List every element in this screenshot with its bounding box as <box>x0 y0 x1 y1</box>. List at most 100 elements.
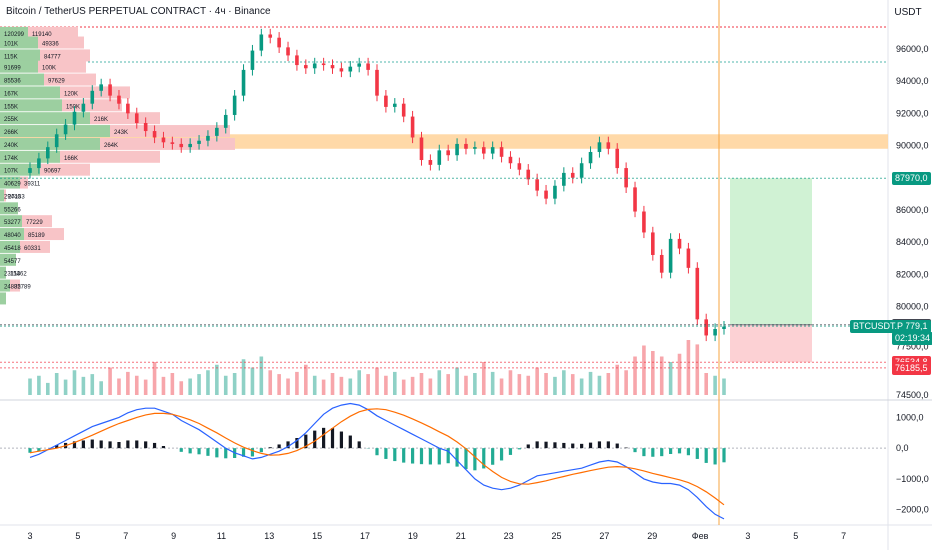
candle <box>188 143 192 148</box>
macd-histogram-bar <box>188 448 192 454</box>
volume-bar <box>197 374 201 395</box>
macd-histogram-bar <box>624 447 628 449</box>
chart-title: Bitcoin / TetherUS PERPETUAL CONTRACT · … <box>6 6 271 17</box>
volume-profile-buy-bar <box>0 112 90 125</box>
symbol-tag[interactable]: BTCUSDT.P <box>850 320 907 334</box>
volume-bar <box>570 374 575 395</box>
macd-histogram-bar <box>384 448 388 459</box>
macd-histogram-bar <box>704 448 708 463</box>
macd-histogram-bar <box>535 441 539 449</box>
volume-profile-sell-bar <box>44 73 96 86</box>
candle <box>428 160 433 165</box>
volume-bar <box>188 378 192 395</box>
volume-profile-buy-bar <box>0 49 40 62</box>
candle <box>579 163 584 178</box>
candle <box>455 143 459 156</box>
macd-histogram-bar <box>491 448 495 465</box>
candle <box>517 163 522 170</box>
volume-profile-buy-bar <box>0 125 110 138</box>
volume-profile-sell-label: 27133 <box>8 194 25 200</box>
macd-histogram-bar <box>81 440 85 449</box>
candle <box>45 147 50 159</box>
candle <box>392 103 397 107</box>
macd-histogram-bar <box>553 442 557 449</box>
time-tick-label: 23 <box>503 531 514 541</box>
signal-line <box>29 408 725 506</box>
volume-bar <box>375 367 379 395</box>
volume-profile-buy-bar <box>0 266 6 279</box>
macd-histogram-bar <box>259 448 263 453</box>
volume-bar <box>588 371 593 395</box>
volume-bar <box>535 367 539 395</box>
price-tick-label: 77500,0 <box>896 342 929 352</box>
candle <box>401 103 406 117</box>
candle <box>659 254 664 273</box>
macd-histogram-bar <box>410 448 415 464</box>
macd-histogram-bar <box>179 448 183 452</box>
volume-profile-buy-label: 53277 <box>4 220 21 226</box>
candle <box>357 63 362 67</box>
macd-histogram-bar <box>677 448 682 454</box>
volume-bar <box>473 373 477 395</box>
volume-profile-sell-bar <box>90 112 160 125</box>
candle <box>286 47 290 56</box>
volume-bar <box>651 351 655 395</box>
volume-profile-buy-bar <box>0 150 60 163</box>
volume-bar <box>553 376 557 395</box>
candle <box>126 103 130 114</box>
volume-profile-sell-label: 49336 <box>42 42 59 48</box>
macd-histogram-bar <box>37 448 41 452</box>
macd-histogram-bar <box>375 448 379 456</box>
macd-histogram-bar <box>455 448 459 467</box>
macd-histogram-bar <box>669 448 673 454</box>
candle <box>197 140 201 144</box>
volume-profile-sell-label: 32789 <box>14 285 31 291</box>
macd-histogram-bar <box>215 448 219 458</box>
candle <box>152 131 157 138</box>
time-tick-label: 7 <box>123 531 129 541</box>
candle <box>597 142 602 152</box>
candle <box>108 84 112 96</box>
volume-profile-sell-label: 264K <box>104 143 118 149</box>
volume-bar <box>170 373 175 395</box>
time-tick-label: Фев <box>691 531 709 541</box>
currency-label[interactable]: USDT <box>894 7 922 18</box>
price-tick-label: 74500,0 <box>896 390 929 400</box>
volume-profile-sell-label: 85189 <box>28 233 45 239</box>
volume-bar <box>143 379 148 395</box>
macd-histogram-bar <box>152 442 157 449</box>
candle <box>366 63 370 70</box>
macd-histogram-bar <box>313 430 317 449</box>
candle <box>295 55 299 66</box>
macd-histogram-bar <box>90 439 94 449</box>
macd-histogram-bar <box>571 443 575 449</box>
volume-bar <box>286 378 290 395</box>
volume-profile-buy-label: 101K <box>4 42 18 48</box>
candle <box>553 185 557 199</box>
candle <box>437 150 442 165</box>
macd-histogram-bar <box>295 438 299 449</box>
price-tag: 76185,5 <box>892 361 931 375</box>
price-tick-label: 80000,0 <box>896 301 929 311</box>
volume-bar <box>668 362 673 395</box>
volume-profile-sell-label: 90697 <box>44 169 61 175</box>
volume-profile-sell-label: 150K <box>66 104 80 110</box>
volume-bar <box>677 353 682 395</box>
volume-bar <box>437 370 442 395</box>
candle <box>37 158 41 169</box>
macd-histogram-bar <box>446 448 450 464</box>
macd-histogram-bar <box>268 447 272 449</box>
volume-bar <box>562 370 566 395</box>
candle <box>250 50 255 70</box>
volume-profile-buy-label: 40629 <box>4 182 21 188</box>
macd-tick-label: −2000,0 <box>896 505 929 515</box>
volume-profile-buy-bar <box>0 279 10 292</box>
volume-profile-buy-bar <box>0 228 24 241</box>
macd-tick-label: 1000,0 <box>896 412 924 422</box>
volume-profile-buy-label: 120299 <box>4 32 25 38</box>
volume-bar <box>117 378 121 395</box>
volume-profile-buy-label: 48040 <box>4 233 21 239</box>
volume-profile-sell-bar <box>40 163 90 176</box>
